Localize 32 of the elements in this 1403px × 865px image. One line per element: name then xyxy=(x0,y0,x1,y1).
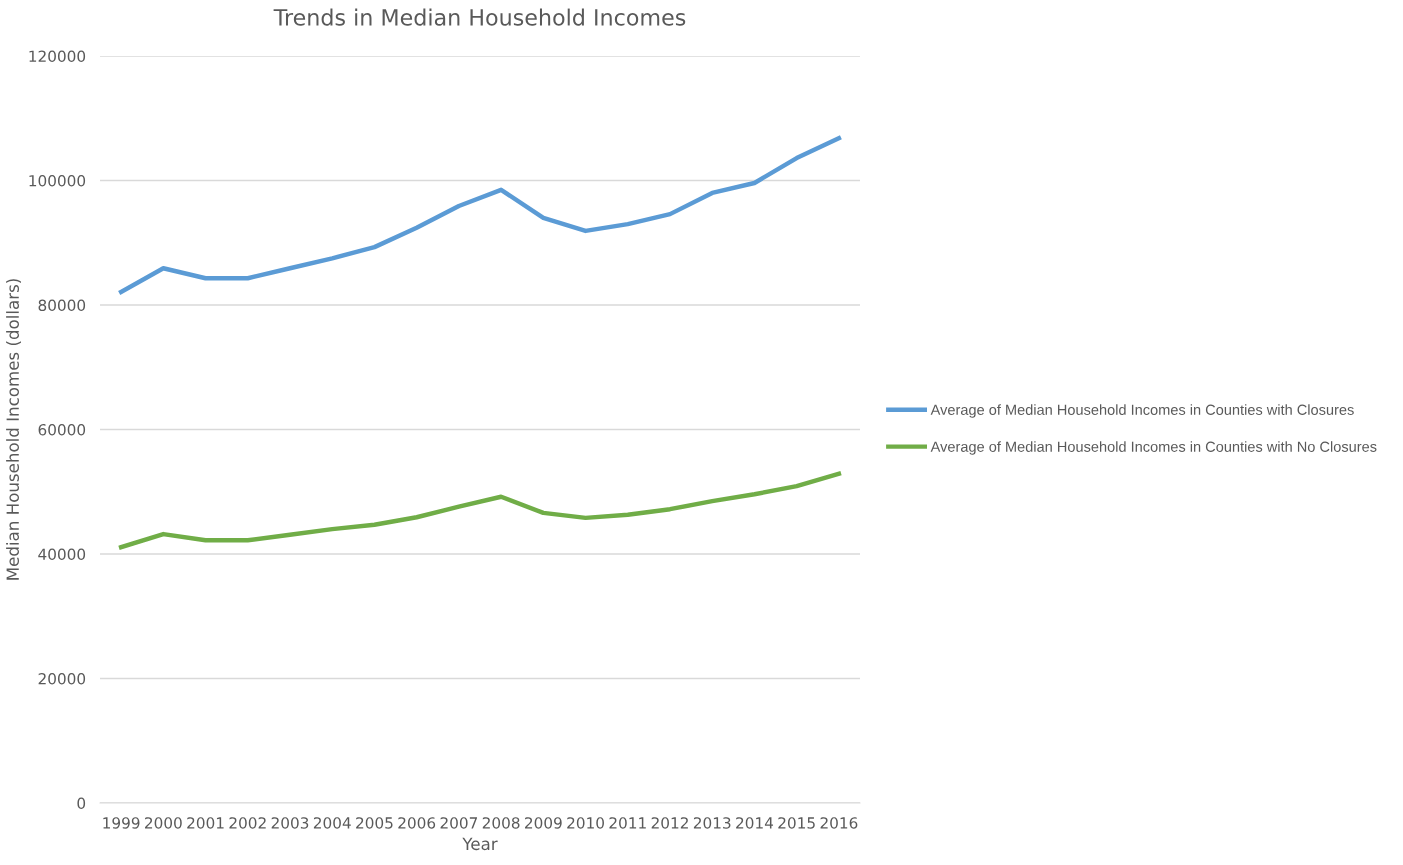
x-tick-label: 2016 xyxy=(820,817,858,829)
x-tick-label: 2012 xyxy=(651,817,688,829)
y-tick-label: 60000 xyxy=(38,423,86,436)
x-tick-label: 2007 xyxy=(440,817,478,829)
x-tick-label: 1999 xyxy=(103,817,140,829)
y-tick-label: 40000 xyxy=(38,548,86,561)
line-series xyxy=(118,471,842,550)
legend-label: Average of Median Household Incomes in Counties with No Closures xyxy=(930,441,1377,455)
x-tick-label: 2008 xyxy=(482,817,520,829)
x-tick-label: 2015 xyxy=(778,817,815,829)
x-tick-label: 2010 xyxy=(567,817,604,829)
x-tick-label: 2002 xyxy=(229,817,266,829)
legend-label: Average of Median Household Incomes in Counties with Closures xyxy=(930,404,1354,418)
y-tick-label: 120000 xyxy=(29,50,86,63)
x-tick-label: 2004 xyxy=(313,817,351,829)
y-tick-label: 100000 xyxy=(29,174,86,187)
x-tick-label: 2001 xyxy=(187,817,224,829)
x-tick-label: 2013 xyxy=(693,817,731,829)
x-tick-label: 2005 xyxy=(356,817,393,829)
x-axis-title: Year xyxy=(462,837,498,851)
x-tick-label: 2011 xyxy=(609,817,646,829)
x-tick-label: 2000 xyxy=(145,817,182,829)
chart-title: Trends in Median Household Incomes xyxy=(273,8,686,26)
y-tick-label: 0 xyxy=(77,797,86,810)
y-tick-label: 20000 xyxy=(38,672,86,685)
line-series xyxy=(118,135,842,295)
x-tick-label: 2014 xyxy=(736,817,774,829)
x-tick-label: 2003 xyxy=(271,817,309,829)
x-tick-label: 2006 xyxy=(398,817,436,829)
y-tick-label: 80000 xyxy=(38,299,86,312)
x-tick-label: 2009 xyxy=(525,817,562,829)
y-axis-title: Median Household Incomes (dollars) xyxy=(6,279,21,580)
